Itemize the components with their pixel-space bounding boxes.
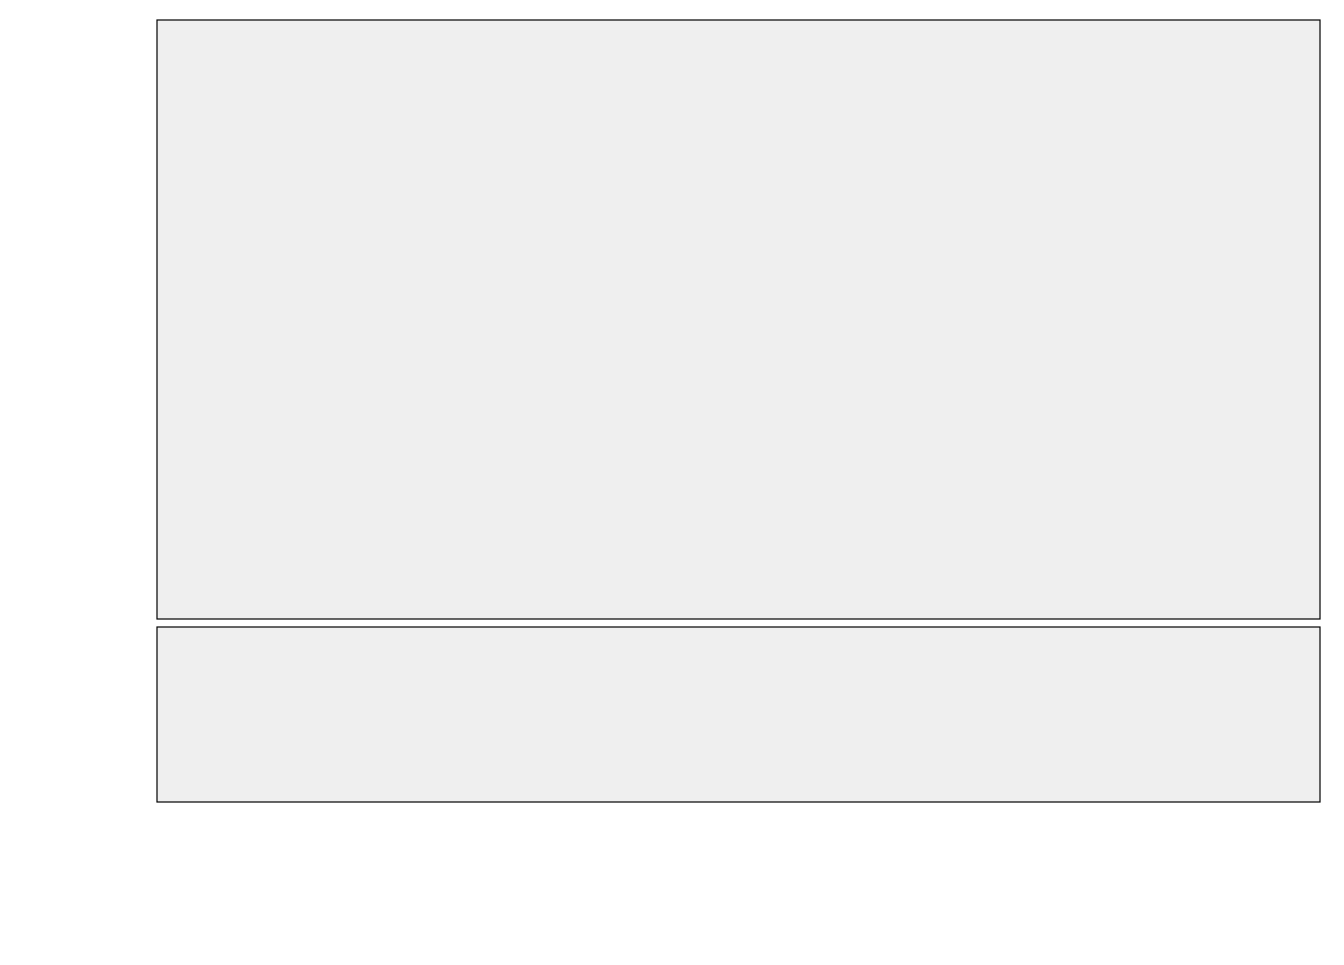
lod-panel-border: [156, 626, 1321, 803]
effects-panel: [156, 19, 1321, 620]
effects-panel-background: [157, 20, 1320, 619]
lod-panel: [156, 626, 1321, 803]
effects-panel-border: [156, 19, 1321, 620]
lod-panel-background: [157, 627, 1320, 802]
